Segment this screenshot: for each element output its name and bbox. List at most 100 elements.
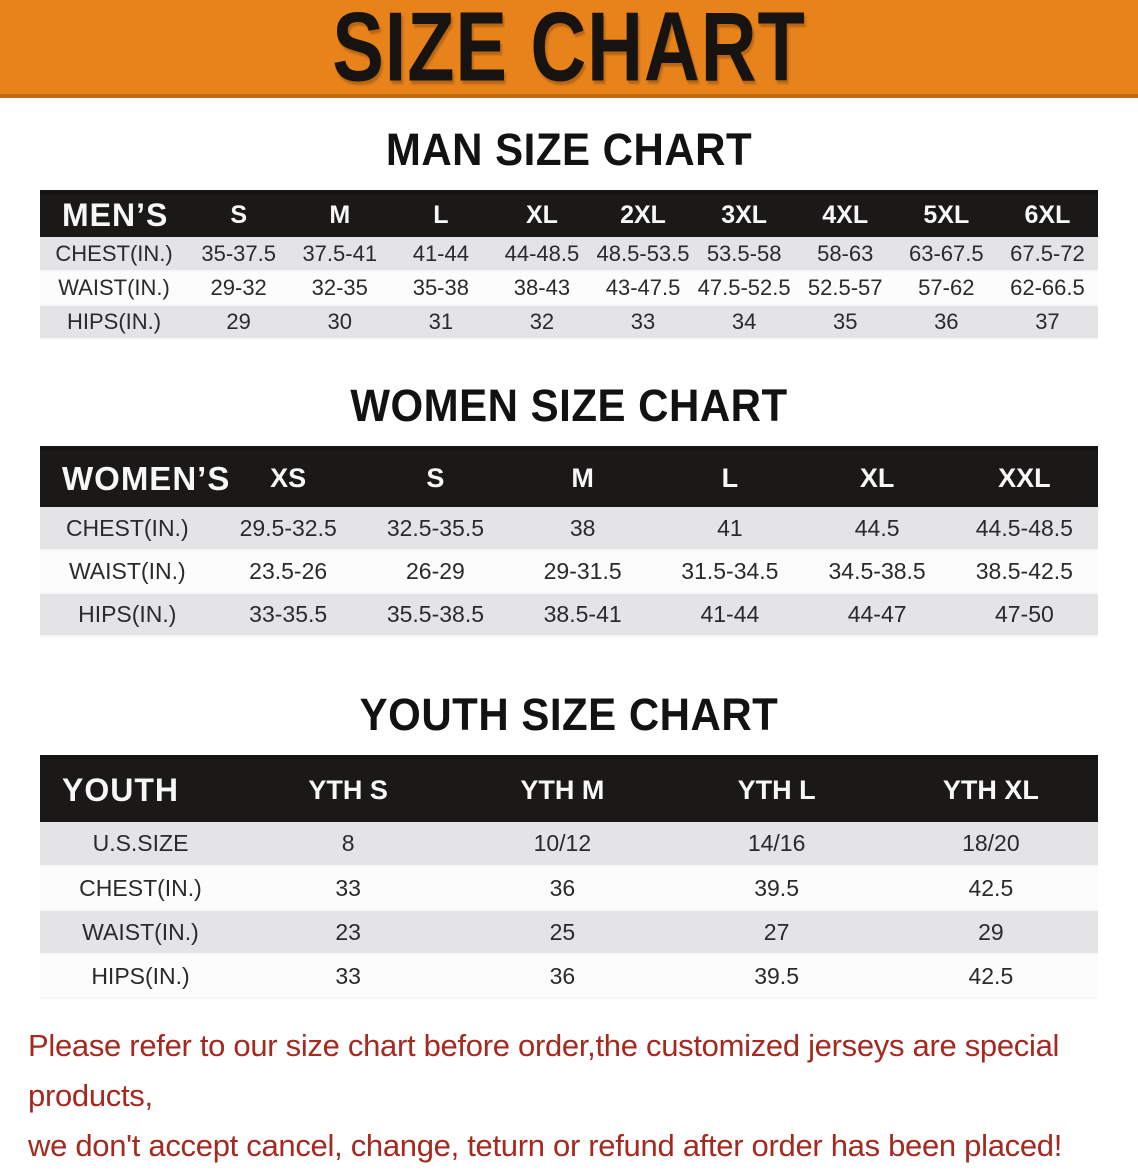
- disclaimer-line-1: Please refer to our size chart before or…: [28, 1028, 1060, 1113]
- size-value-cell: 25: [549, 918, 576, 945]
- man-size-section: MAN SIZE CHART MEN’S S M L XL 2XL 3XL 4XL 5XL 6XL…: [0, 124, 1138, 340]
- women-size-heading: WOMEN SIZE CHART: [350, 380, 788, 431]
- size-value-cell: 67.5-72: [1010, 240, 1085, 266]
- size-column-header: 3XL: [693, 192, 795, 237]
- size-value-cell: 63-67.5: [909, 240, 984, 266]
- measurement-row: HIPS(IN.) 33 36 39.5 42.5: [40, 954, 1098, 998]
- order-disclaimer: Please refer to our size chart before or…: [0, 1021, 1138, 1171]
- size-column-header: YTH S: [241, 757, 456, 822]
- size-column-header: XL: [491, 192, 593, 237]
- measurement-row: WAIST(IN.) 23 25 27 29: [40, 910, 1098, 954]
- size-value-cell: 10/12: [533, 830, 592, 856]
- size-value-cell: 38: [569, 514, 596, 541]
- measurement-row: CHEST(IN.) 35-37.5 37.5-41 41-44 44-48.5 48.5…: [40, 237, 1098, 271]
- size-value-cell: 41-44: [412, 240, 469, 266]
- size-value-cell: 58-63: [817, 240, 874, 266]
- disclaimer-line-2: we don't accept cancel, change, teturn o…: [28, 1128, 1063, 1163]
- size-value-cell: 38.5-42.5: [975, 558, 1073, 584]
- size-value-cell: 23.5-26: [249, 558, 328, 584]
- size-column-header: YTH L: [669, 757, 884, 822]
- size-value-cell: 53.5-58: [706, 240, 782, 266]
- measurement-label: HIPS(IN.): [66, 309, 162, 334]
- size-header-row: YOUTH YTH S YTH M YTH L YTH XL: [40, 757, 1098, 822]
- size-column-header: L: [656, 448, 804, 507]
- measurement-label: HIPS(IN.): [78, 601, 177, 627]
- size-value-cell: 18/20: [962, 830, 1020, 856]
- measurement-label: CHEST(IN.): [65, 514, 189, 541]
- table-group-label: MEN’S: [40, 192, 189, 237]
- size-column-header: YTH M: [455, 757, 670, 822]
- size-value-cell: 38-43: [513, 275, 571, 300]
- banner-title: SIZE CHART: [332, 0, 806, 102]
- size-value-cell: 29-31.5: [543, 558, 622, 584]
- measurement-label: CHEST(IN.): [79, 874, 202, 901]
- size-value-cell: 27: [763, 918, 790, 945]
- man-size-heading: MAN SIZE CHART: [385, 124, 753, 175]
- size-value-cell: 33-35.5: [249, 601, 328, 627]
- size-value-cell: 36: [549, 874, 576, 901]
- size-value-cell: 33: [630, 309, 656, 334]
- size-value-cell: 29: [978, 918, 1004, 945]
- size-column-header: 4XL: [794, 192, 896, 237]
- size-value-cell: 30: [327, 309, 352, 334]
- measurement-row: CHEST(IN.) 29.5-32.5 32.5-35.5 38 41 44.5 44.5…: [40, 507, 1098, 550]
- size-value-cell: 35-38: [412, 275, 469, 300]
- measurement-label: CHEST(IN.): [55, 240, 173, 266]
- size-value-cell: 41-44: [700, 601, 760, 627]
- size-column-header: XL: [803, 448, 951, 507]
- measurement-label: WAIST(IN.): [58, 275, 170, 300]
- size-value-cell: 41: [717, 514, 743, 541]
- measurement-label: HIPS(IN.): [91, 962, 190, 989]
- size-value-cell: 36: [549, 962, 576, 989]
- size-value-cell: 39.5: [754, 962, 799, 989]
- size-column-header: S: [188, 192, 290, 237]
- size-value-cell: 31.5-34.5: [681, 558, 779, 584]
- size-value-cell: 44-47: [847, 601, 907, 627]
- size-value-cell: 39.5: [754, 874, 799, 901]
- measurement-label: U.S.SIZE: [92, 830, 189, 856]
- size-column-header: XS: [214, 448, 362, 507]
- size-column-header: M: [289, 192, 391, 237]
- size-value-cell: 35: [832, 309, 858, 334]
- measurement-label: WAIST(IN.): [68, 558, 186, 584]
- size-value-cell: 31: [428, 309, 454, 334]
- size-value-cell: 42.5: [968, 874, 1014, 901]
- size-value-cell: 57-62: [918, 275, 975, 300]
- youth-size-section: YOUTH SIZE CHART YOUTH YTH S YTH M YTH L YTH…: [0, 689, 1138, 999]
- size-value-cell: 52.5-57: [807, 275, 883, 300]
- size-value-cell: 62-66.5: [1010, 275, 1085, 300]
- women-size-section: WOMEN SIZE CHART WOMEN’S XS S M L XL XXL CHEST(…: [0, 380, 1138, 637]
- size-value-cell: 8: [341, 830, 355, 856]
- size-value-cell: 29: [226, 309, 251, 334]
- measurement-row: WAIST(IN.) 29-32 32-35 35-38 38-43 43-47.5 47.…: [40, 271, 1098, 305]
- size-value-cell: 47.5-52.5: [697, 275, 791, 300]
- size-value-cell: 47-50: [994, 601, 1054, 627]
- size-value-cell: 14/16: [747, 830, 806, 856]
- measurement-row: WAIST(IN.) 23.5-26 26-29 29-31.5 31.5-34.5 34…: [40, 550, 1098, 593]
- size-value-cell: 33: [335, 962, 361, 989]
- table-group-label: YOUTH: [40, 757, 242, 822]
- women-size-table: WOMEN’S XS S M L XL XXL CHEST(IN.) 29.5-32.5 32.5…: [40, 446, 1098, 637]
- size-value-cell: 38.5-41: [543, 601, 622, 627]
- size-value-cell: 32.5-35.5: [386, 514, 485, 541]
- size-header-row: MEN’S S M L XL 2XL 3XL 4XL 5XL 6XL: [40, 192, 1098, 237]
- size-header-row: WOMEN’S XS S M L XL XXL: [40, 448, 1098, 507]
- size-column-header: 6XL: [996, 192, 1098, 237]
- size-chart-banner: SIZE CHART: [0, 0, 1138, 101]
- size-column-header: S: [361, 448, 510, 507]
- measurement-row: CHEST(IN.) 33 36 39.5 42.5: [40, 866, 1098, 910]
- table-group-label: WOMEN’S: [40, 448, 229, 507]
- measurement-row: U.S.SIZE 8 10/12 14/16 18/20: [40, 822, 1098, 866]
- size-value-cell: 35.5-38.5: [386, 601, 485, 627]
- size-value-cell: 23: [335, 918, 361, 945]
- size-value-cell: 48.5-53.5: [596, 240, 690, 266]
- size-value-cell: 43-47.5: [605, 275, 681, 300]
- size-value-cell: 29-32: [210, 275, 267, 300]
- measurement-row: HIPS(IN.) 33-35.5 35.5-38.5 38.5-41 41-44 44-…: [40, 593, 1098, 636]
- size-value-cell: 35-37.5: [201, 240, 276, 266]
- size-value-cell: 34.5-38.5: [828, 558, 926, 584]
- measurement-label: WAIST(IN.): [82, 918, 199, 945]
- size-value-cell: 44.5: [854, 514, 900, 541]
- size-value-cell: 26-29: [406, 558, 465, 584]
- size-column-header: 2XL: [592, 192, 694, 237]
